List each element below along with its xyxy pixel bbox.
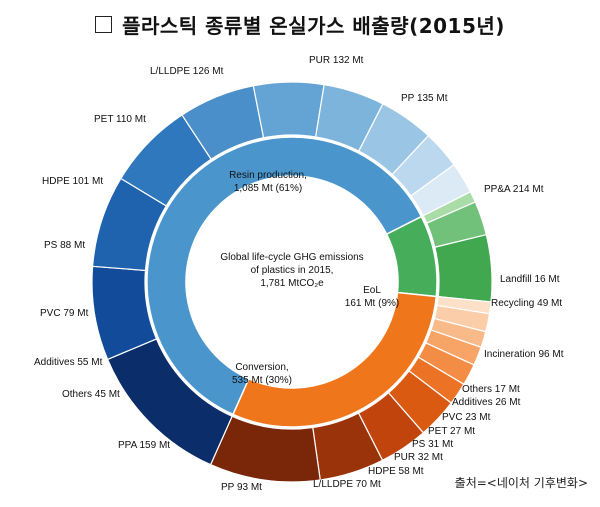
outer-label-l-lldpe-70-mt: L/LLDPE 70 Mt bbox=[313, 479, 381, 490]
inner-label-eol-1: EoL bbox=[363, 285, 381, 296]
square-bullet-icon bbox=[95, 15, 113, 33]
outer-label-pp-a-214-mt: PP&A 214 Mt bbox=[484, 184, 544, 195]
outer-label-pp-93-mt: PP 93 Mt bbox=[221, 482, 262, 493]
outer-label-pur-132-mt: PUR 132 Mt bbox=[309, 55, 364, 66]
inner-slice-conversion bbox=[232, 291, 438, 428]
center-text-line-1: Global life-cycle GHG emissions bbox=[220, 252, 363, 263]
center-text-line-2: of plastics in 2015, bbox=[251, 265, 334, 276]
outer-slice-incineration-96-mt bbox=[434, 233, 493, 303]
inner-slice-resin-production bbox=[146, 136, 423, 416]
outer-label-hdpe-58-mt: HDPE 58 Mt bbox=[368, 466, 424, 477]
outer-slice-ppa-159-mt bbox=[209, 415, 321, 483]
outer-label-pet-27-mt: PET 27 Mt bbox=[428, 426, 475, 437]
outer-label-ps-88-mt: PS 88 Mt bbox=[44, 240, 85, 251]
inner-label-resin-production-1: Resin production, bbox=[229, 170, 307, 181]
outer-label-pur-32-mt: PUR 32 Mt bbox=[394, 452, 443, 463]
outer-label-pvc-79-mt: PVC 79 Mt bbox=[40, 308, 89, 319]
inner-label-conversion-2: 535 Mt (30%) bbox=[232, 375, 292, 386]
outer-label-pet-110-mt: PET 110 Mt bbox=[94, 114, 146, 125]
center-text-line-3: 1,781 MtCO₂e bbox=[260, 278, 324, 289]
outer-label-recycling-49-mt: Recycling 49 Mt bbox=[491, 298, 562, 309]
chart-title-text: 플라스틱 종류별 온실가스 배출량(2015년) bbox=[122, 13, 505, 38]
outer-label-ps-31-mt: PS 31 Mt bbox=[412, 439, 453, 450]
source-credit: 출처=<네이처 기후변화> bbox=[454, 476, 588, 490]
outer-label-others-45-mt: Others 45 Mt bbox=[62, 389, 120, 400]
outer-label-hdpe-101-mt: HDPE 101 Mt bbox=[42, 176, 103, 187]
outer-slice-hdpe-101-mt bbox=[252, 81, 325, 139]
outer-label-others-17-mt: Others 17 Mt bbox=[462, 384, 520, 395]
inner-label-resin-production-2: 1,085 Mt (61%) bbox=[234, 183, 302, 194]
outer-label-landfill-16-mt: Landfill 16 Mt bbox=[500, 274, 560, 285]
chart-title: 플라스틱 종류별 온실가스 배출량(2015년) bbox=[0, 0, 600, 48]
inner-label-eol-2: 161 Mt (9%) bbox=[345, 298, 399, 309]
outer-label-l-lldpe-126-mt: L/LLDPE 126 Mt bbox=[150, 66, 224, 77]
inner-label-conversion-1: Conversion, bbox=[235, 362, 288, 373]
outer-label-incineration-96-mt: Incineration 96 Mt bbox=[484, 349, 564, 360]
outer-label-ppa-159-mt: PPA 159 Mt bbox=[118, 440, 170, 451]
outer-label-pp-135-mt: PP 135 Mt bbox=[401, 93, 448, 104]
outer-label-additives-55-mt: Additives 55 Mt bbox=[34, 357, 103, 368]
outer-label-pvc-23-mt: PVC 23 Mt bbox=[442, 412, 491, 423]
outer-label-additives-26-mt: Additives 26 Mt bbox=[452, 397, 521, 408]
